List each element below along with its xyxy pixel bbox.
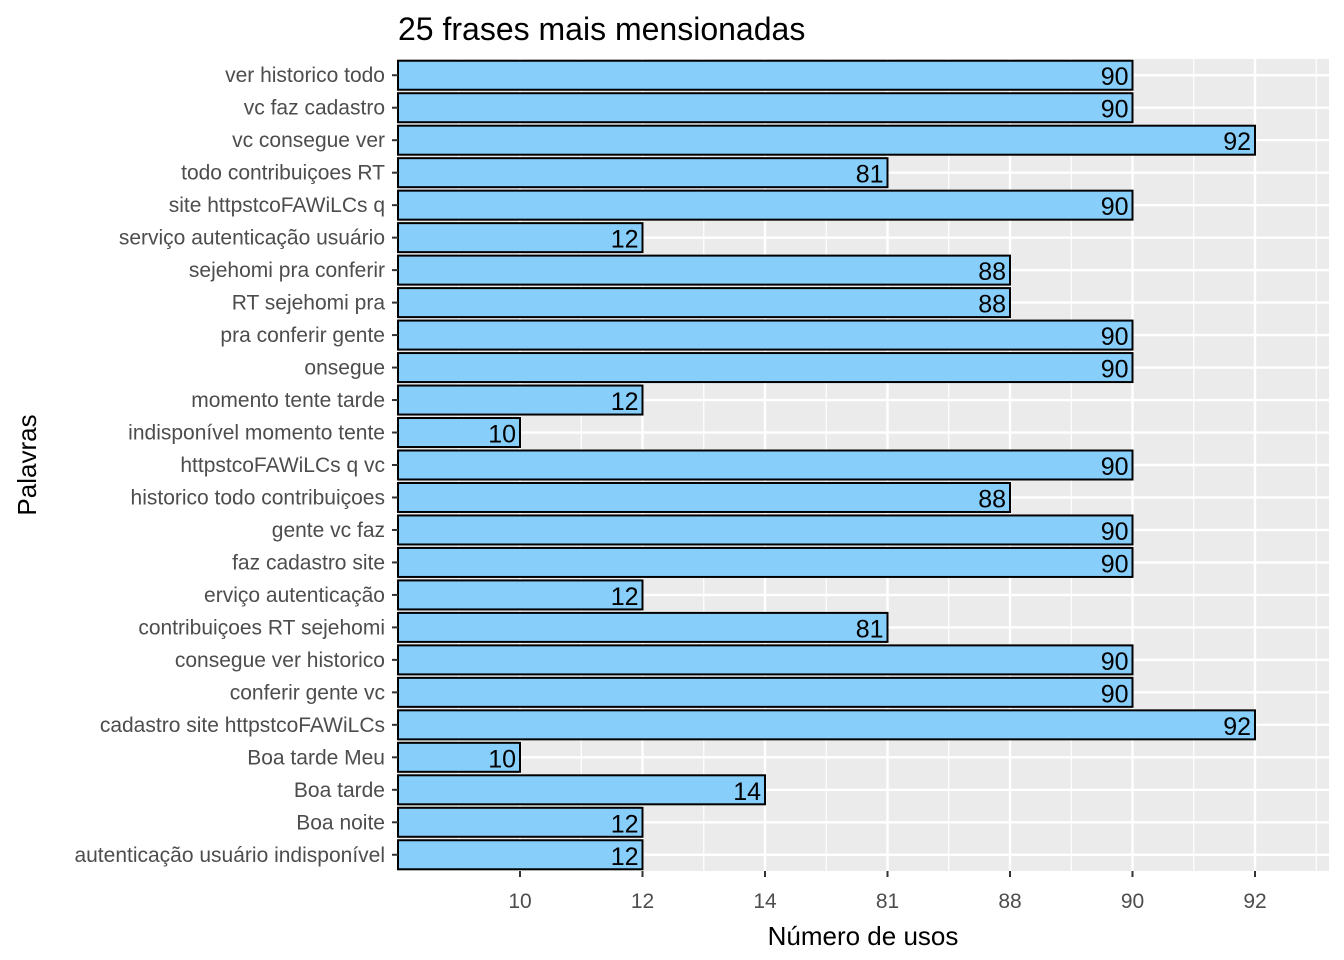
y-tick-label: Boa tarde Meu bbox=[247, 746, 385, 769]
bar-value-label: 92 bbox=[1223, 713, 1251, 741]
bar-value-label: 90 bbox=[1101, 356, 1129, 384]
y-tick-label: httpstcoFAWiLCs q vc bbox=[180, 454, 385, 477]
x-axis-ticks: 10 12 14 81 88 90 92 bbox=[508, 871, 1267, 913]
bar bbox=[397, 287, 1011, 319]
bar-value-label: 90 bbox=[1101, 648, 1129, 676]
bar bbox=[397, 774, 766, 806]
bar-value-labels: 90 90 92 81 90 12 88 88 90 90 12 10 90 88 90 90 12 81 90 90… bbox=[488, 63, 1251, 871]
bar-value-label: 90 bbox=[1101, 453, 1129, 481]
bar bbox=[397, 254, 1011, 286]
bar bbox=[397, 157, 889, 189]
y-tick-label: Boa noite bbox=[296, 811, 385, 834]
x-axis-title: Número de usos bbox=[768, 921, 959, 951]
bar-value-label: 12 bbox=[611, 843, 639, 871]
bar-value-label: 90 bbox=[1101, 193, 1129, 221]
bar-value-label: 90 bbox=[1101, 96, 1129, 124]
bar-value-label: 88 bbox=[978, 258, 1006, 286]
bar bbox=[397, 92, 1134, 124]
y-tick-label: cadastro site httpstcoFAWiLCs bbox=[100, 714, 385, 737]
bar bbox=[397, 189, 1134, 221]
bar-value-label: 12 bbox=[611, 583, 639, 611]
bar-value-label: 81 bbox=[856, 161, 884, 189]
x-tick-label: 12 bbox=[631, 890, 654, 913]
bar bbox=[397, 546, 1134, 578]
y-tick-label: vc faz cadastro bbox=[244, 97, 385, 120]
y-tick-label: faz cadastro site bbox=[232, 551, 385, 574]
y-tick-label: conferir gente vc bbox=[230, 681, 385, 704]
bar bbox=[397, 352, 1134, 384]
bars bbox=[397, 59, 1256, 871]
bar bbox=[397, 806, 644, 838]
y-tick-label: ver historico todo bbox=[225, 64, 385, 87]
y-tick-label: RT sejehomi pra bbox=[232, 292, 386, 315]
y-tick-label: autenticação usuário indisponível bbox=[74, 844, 385, 867]
bar-value-label: 90 bbox=[1101, 550, 1129, 578]
y-tick-label: consegue ver historico bbox=[175, 649, 385, 672]
y-tick-label: onsegue bbox=[304, 357, 385, 380]
bar-value-label: 90 bbox=[1101, 518, 1129, 546]
bar bbox=[397, 709, 1256, 741]
bar bbox=[397, 449, 1134, 481]
chart-title: 25 frases mais mensionadas bbox=[398, 11, 805, 47]
y-tick-label: todo contribuiçoes RT bbox=[181, 162, 385, 185]
y-tick-label: vc consegue ver bbox=[232, 129, 385, 152]
bar bbox=[397, 384, 644, 416]
bar bbox=[397, 676, 1134, 708]
y-tick-label: site httpstcoFAWiLCs q bbox=[169, 194, 385, 217]
bar bbox=[397, 319, 1134, 351]
bar bbox=[397, 741, 521, 773]
bar-value-label: 10 bbox=[488, 421, 516, 449]
bar bbox=[397, 481, 1011, 513]
x-tick-label: 88 bbox=[998, 890, 1021, 913]
bar-value-label: 12 bbox=[611, 388, 639, 416]
x-tick-label: 92 bbox=[1243, 890, 1266, 913]
bar bbox=[397, 644, 1134, 676]
bar-value-label: 88 bbox=[978, 291, 1006, 319]
bar-value-label: 90 bbox=[1101, 63, 1129, 91]
bar-value-label: 92 bbox=[1223, 128, 1251, 156]
bar bbox=[397, 579, 644, 611]
y-tick-label: sejehomi pra conferir bbox=[189, 259, 385, 282]
bar bbox=[397, 611, 889, 643]
y-tick-label: contribuiçoes RT sejehomi bbox=[138, 616, 385, 639]
bar bbox=[397, 59, 1134, 91]
y-tick-label: Boa tarde bbox=[294, 779, 385, 802]
bar-value-label: 14 bbox=[733, 778, 761, 806]
x-tick-label: 81 bbox=[876, 890, 899, 913]
y-tick-label: indisponível momento tente bbox=[128, 422, 385, 445]
bar-value-label: 10 bbox=[488, 745, 516, 773]
x-tick-label: 14 bbox=[753, 890, 777, 913]
bar-value-label: 81 bbox=[856, 615, 884, 643]
bar bbox=[397, 514, 1134, 546]
bar-value-label: 90 bbox=[1101, 323, 1129, 351]
y-tick-label: pra conferir gente bbox=[220, 324, 385, 347]
bar bbox=[397, 417, 521, 449]
y-axis-title: Palavras bbox=[12, 414, 42, 515]
bar bbox=[397, 839, 644, 871]
y-tick-label: momento tente tarde bbox=[191, 389, 385, 412]
y-axis-ticks: ver historico todo vc faz cadastro vc cons… bbox=[74, 64, 398, 867]
y-tick-label: erviço autenticação bbox=[204, 584, 385, 607]
x-tick-label: 10 bbox=[508, 890, 531, 913]
y-tick-label: historico todo contribuiçoes bbox=[131, 486, 385, 509]
bar-value-label: 88 bbox=[978, 485, 1006, 513]
x-tick-label: 90 bbox=[1121, 890, 1144, 913]
y-tick-label: serviço autenticação usuário bbox=[119, 227, 385, 250]
bar bbox=[397, 124, 1256, 156]
bar bbox=[397, 222, 644, 254]
y-tick-label: gente vc faz bbox=[272, 519, 385, 542]
bar-value-label: 90 bbox=[1101, 680, 1129, 708]
bar-value-label: 12 bbox=[611, 226, 639, 254]
bar-value-label: 12 bbox=[611, 810, 639, 838]
